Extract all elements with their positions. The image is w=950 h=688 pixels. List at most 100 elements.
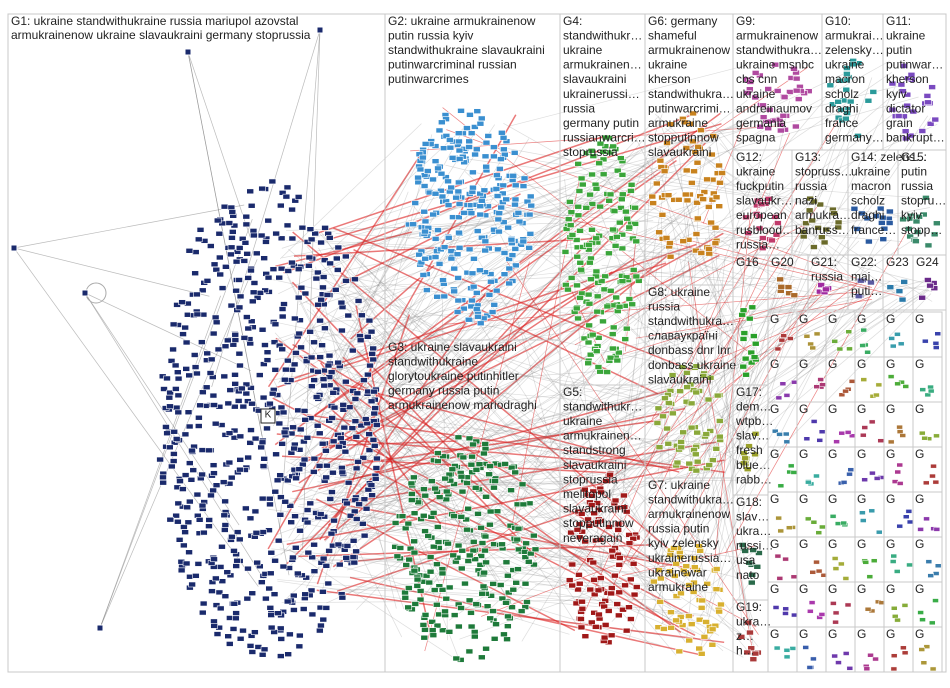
node xyxy=(421,218,430,225)
node xyxy=(790,470,798,475)
node xyxy=(235,245,244,251)
node xyxy=(518,481,527,488)
node xyxy=(185,423,194,430)
node xyxy=(810,519,818,525)
node xyxy=(275,420,284,427)
node xyxy=(482,493,490,500)
node xyxy=(846,346,853,352)
node xyxy=(589,559,598,566)
node xyxy=(702,431,711,437)
group-label: russianwarcri… xyxy=(563,131,646,145)
group-label: scholz xyxy=(851,194,885,208)
node xyxy=(232,258,241,265)
edge xyxy=(500,239,892,606)
node xyxy=(629,560,638,567)
node xyxy=(243,595,252,602)
node xyxy=(413,583,422,589)
node xyxy=(614,520,623,527)
minor-group-label: G xyxy=(770,312,779,326)
node xyxy=(926,282,934,289)
node xyxy=(596,368,604,375)
edge xyxy=(683,238,872,288)
node xyxy=(246,643,255,649)
node xyxy=(527,202,536,209)
node xyxy=(398,513,407,520)
node xyxy=(444,202,453,208)
node xyxy=(702,619,710,625)
node xyxy=(482,163,490,170)
node xyxy=(307,236,316,243)
edge xyxy=(667,278,795,452)
group-label: fuckputin xyxy=(736,179,784,193)
node xyxy=(764,196,773,202)
edge xyxy=(267,156,420,388)
node xyxy=(299,606,308,612)
node xyxy=(932,345,940,350)
node xyxy=(668,372,677,378)
node xyxy=(666,552,675,558)
node xyxy=(211,420,220,427)
node xyxy=(299,461,307,468)
node xyxy=(460,159,468,166)
minor-group-label: G xyxy=(915,537,924,551)
node xyxy=(434,227,442,233)
node xyxy=(707,219,715,226)
node xyxy=(705,204,713,210)
node xyxy=(338,594,347,601)
node xyxy=(424,533,433,539)
node xyxy=(831,653,838,659)
node xyxy=(751,340,760,347)
node xyxy=(631,221,639,227)
node xyxy=(655,229,663,236)
node xyxy=(283,184,292,191)
node xyxy=(338,465,346,471)
node xyxy=(405,585,413,591)
group-label: draghi xyxy=(851,208,884,222)
node xyxy=(776,276,784,283)
node xyxy=(317,296,325,303)
node xyxy=(296,426,305,433)
node xyxy=(594,506,603,513)
node xyxy=(270,339,279,345)
node xyxy=(592,268,601,275)
edge xyxy=(346,270,713,550)
group-label: ukrainerussia… xyxy=(648,551,731,565)
node xyxy=(511,246,520,252)
node xyxy=(867,652,874,658)
node xyxy=(455,244,464,251)
node xyxy=(209,392,218,399)
group-label: stopruss… xyxy=(795,164,852,178)
node xyxy=(783,439,791,445)
node xyxy=(660,626,668,632)
minor-group-label: G xyxy=(915,312,924,326)
node xyxy=(819,382,826,387)
edge xyxy=(315,228,677,656)
node xyxy=(480,569,488,576)
edge xyxy=(686,213,724,593)
minor-group-label: G xyxy=(915,402,924,416)
node xyxy=(708,641,717,648)
node xyxy=(227,251,235,258)
node xyxy=(445,584,454,591)
edge xyxy=(629,297,829,355)
node xyxy=(457,514,466,520)
node xyxy=(923,644,931,649)
node xyxy=(472,146,481,153)
node xyxy=(291,513,299,520)
node xyxy=(279,563,288,570)
edge xyxy=(287,372,715,519)
node xyxy=(596,140,605,147)
node xyxy=(277,494,285,500)
node xyxy=(298,224,307,231)
node xyxy=(409,221,417,228)
node xyxy=(480,187,489,194)
node xyxy=(203,350,212,357)
node xyxy=(694,144,703,150)
node xyxy=(663,425,671,432)
node xyxy=(308,611,317,618)
group-label: stopputinnow xyxy=(648,131,719,145)
node xyxy=(231,331,240,338)
edge xyxy=(635,299,872,339)
node xyxy=(169,458,178,464)
edge xyxy=(675,316,755,562)
